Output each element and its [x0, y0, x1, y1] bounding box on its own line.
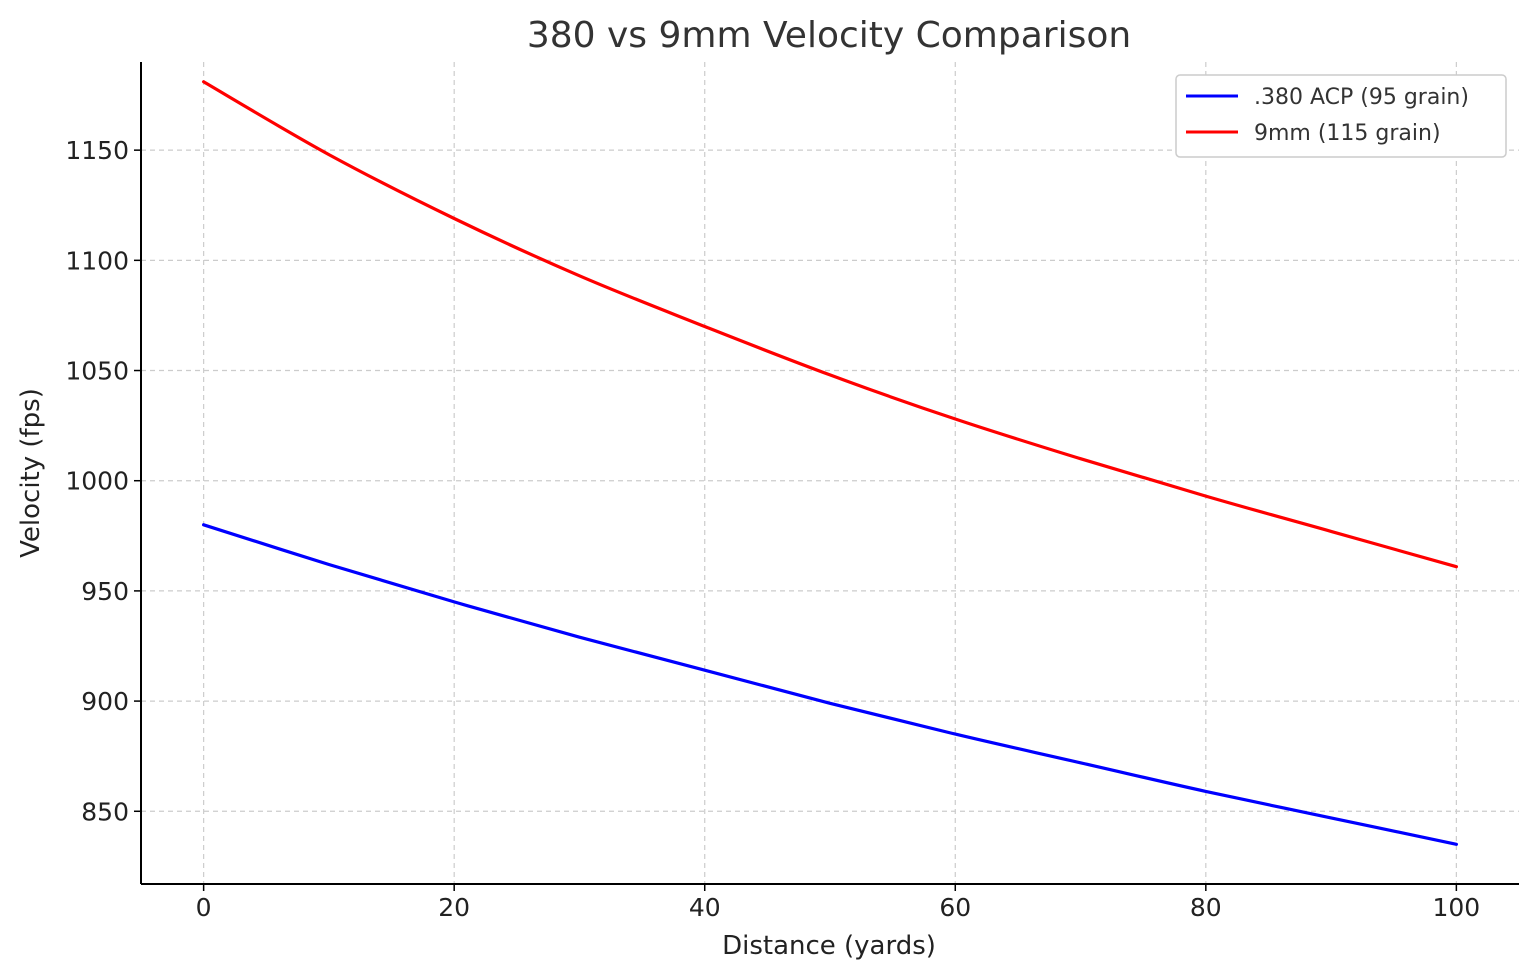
y-tick-label: 950: [81, 577, 129, 606]
y-tick-label: 1000: [65, 467, 129, 496]
legend-label-9mm: 9mm (115 grain): [1254, 121, 1441, 146]
y-tick-label: 850: [81, 797, 129, 826]
x-tick-label: 60: [939, 893, 971, 922]
x-tick-label: 20: [438, 893, 470, 922]
series-line-380-acp: [202, 523, 1458, 846]
legend-label-380-acp: .380 ACP (95 grain): [1254, 85, 1469, 110]
y-axis-label: Velocity (fps): [16, 388, 46, 558]
legend: .380 ACP (95 grain) 9mm (115 grain): [1175, 74, 1507, 158]
legend-box: [1175, 74, 1507, 158]
x-tick-label: 0: [196, 893, 212, 922]
x-tick-label: 80: [1190, 893, 1222, 922]
chart-title: 380 vs 9mm Velocity Comparison: [527, 15, 1131, 56]
y-tick-label: 900: [81, 687, 129, 716]
axes: [140, 62, 1519, 885]
series-line-9mm: [202, 80, 1458, 569]
x-tick-label: 40: [689, 893, 721, 922]
x-axis-label: Distance (yards): [722, 931, 936, 961]
axis-ticks: 0 20 40 60 80 100 850 900 950 1000 1050 1100 1150: [65, 136, 1480, 922]
grid-lines: [141, 62, 1519, 884]
x-tick-label: 100: [1433, 893, 1481, 922]
y-tick-label: 1050: [65, 357, 129, 386]
y-tick-label: 1100: [65, 246, 129, 275]
y-tick-label: 1150: [65, 136, 129, 165]
series-lines: [202, 80, 1458, 846]
